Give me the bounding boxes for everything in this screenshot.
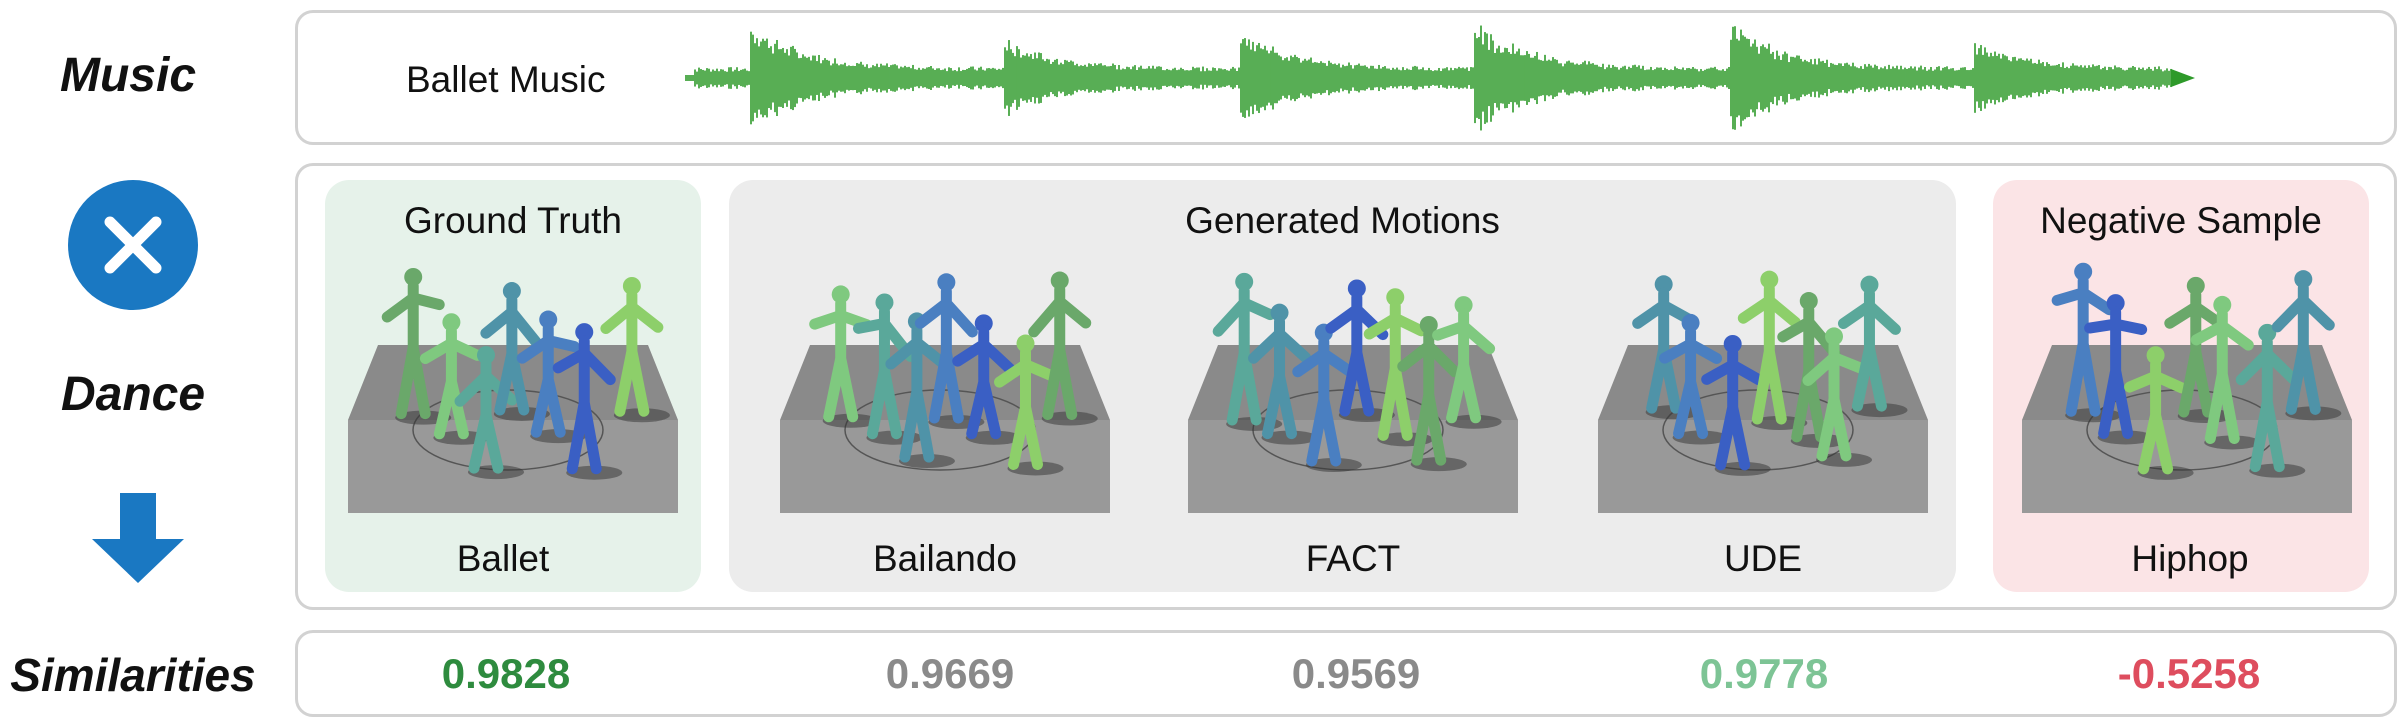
dancer-figure xyxy=(885,312,955,469)
dancer-figure xyxy=(2235,323,2306,478)
arrow-down-icon xyxy=(90,493,186,585)
dancer-figure xyxy=(1777,292,1847,448)
dancer-figure xyxy=(552,323,623,480)
scene-label-ballet: Ballet xyxy=(456,538,550,579)
dance-scene xyxy=(780,271,1110,513)
negative-sample-title: Negative Sample xyxy=(2040,200,2322,241)
dancer-figure xyxy=(1659,313,1729,445)
dancer-figure xyxy=(2124,346,2194,480)
scene-label-ude: UDE xyxy=(1723,538,1803,579)
music-track-label: Ballet Music xyxy=(406,59,606,100)
dance-row-label: Dance xyxy=(60,368,206,421)
similarity-value: -0.5258 xyxy=(2117,650,2261,697)
similarity-value: 0.9569 xyxy=(1291,650,1421,697)
dance-scene xyxy=(2022,262,2352,513)
music-box: Ballet Music xyxy=(295,10,2397,145)
dancer-figure xyxy=(1701,334,1771,476)
dancer-figure xyxy=(1028,271,1098,426)
scene-label-hiphop: Hiphop xyxy=(2131,538,2249,579)
dancer-figure xyxy=(994,334,1064,476)
waveform xyxy=(685,25,2195,131)
dance-scene xyxy=(348,267,678,513)
dancer-figure xyxy=(2190,295,2261,450)
similarities-row-label: Similarities xyxy=(10,649,256,701)
dancer-figure xyxy=(1432,296,1502,429)
dance-scene xyxy=(1598,270,1928,513)
cross-circle-icon xyxy=(68,180,198,310)
dancer-figure xyxy=(2271,270,2342,421)
ground-truth-title: Ground Truth xyxy=(403,200,622,241)
dancer-figure xyxy=(809,285,879,428)
scene-label-bailando: Bailando xyxy=(872,538,1017,579)
similarity-value: 0.9828 xyxy=(441,650,571,697)
generated-motions-title: Generated Motions xyxy=(1185,200,1500,241)
scene-label-fact: FACT xyxy=(1305,538,1401,579)
dancer-figure xyxy=(952,314,1022,445)
dancer-figure xyxy=(1292,323,1362,472)
dancer-figure xyxy=(1248,303,1318,445)
dancer-figure xyxy=(600,276,670,423)
similarities-box xyxy=(295,630,2397,717)
dancer-figure xyxy=(1397,315,1467,472)
dance-scene xyxy=(1188,272,1518,513)
dancer-figure xyxy=(2084,294,2154,445)
dancer-figure xyxy=(1325,279,1395,422)
music-row-label: Music xyxy=(59,49,197,102)
dancer-figure xyxy=(1837,275,1908,418)
dancer-figure xyxy=(1802,327,1873,467)
similarity-value: 0.9778 xyxy=(1699,650,1829,697)
similarity-value: 0.9669 xyxy=(885,650,1015,697)
